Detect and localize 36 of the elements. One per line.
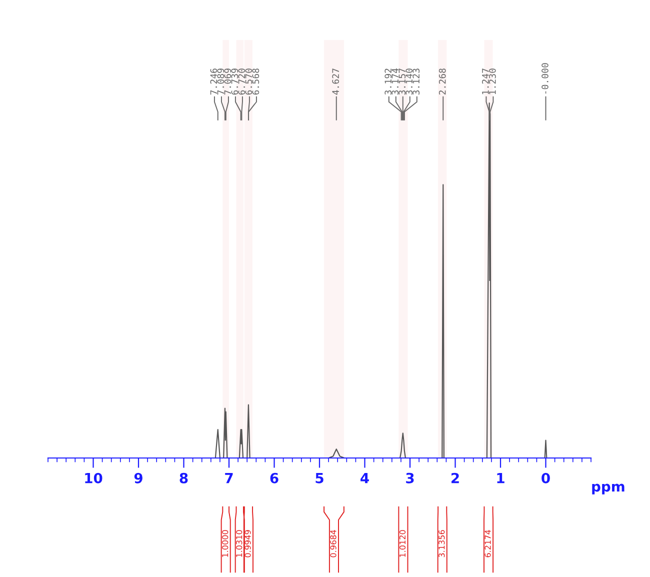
annotation: 7.246 [210, 68, 218, 95]
annotation: 6.570 [245, 68, 252, 95]
band-label: 0.9684 [330, 530, 336, 558]
x-tick-label: 10 [85, 472, 102, 484]
band-label: 0.9949 [244, 530, 251, 558]
band-label: 1.0000 [222, 530, 228, 557]
annotation: 7.069 [224, 68, 232, 95]
annotation: 4.627 [332, 68, 340, 95]
x-tick-label: 7 [225, 473, 233, 484]
annotation: 1.230 [489, 68, 496, 94]
band-label: 1.0310 [236, 530, 242, 557]
x-tick-label: 8 [180, 472, 188, 484]
x-tick-label: 6 [270, 472, 278, 484]
x-tick-label: 1 [497, 473, 504, 484]
annotation: 6.568 [252, 68, 260, 95]
annotation: 6.739 [231, 68, 238, 95]
annotation: 3.140 [406, 68, 413, 95]
annotation: 3.174 [392, 68, 399, 95]
x-tick-label: 3 [406, 472, 414, 484]
annotation: 6.720 [238, 68, 246, 95]
annotation: 3.157 [398, 68, 406, 95]
band-label: 1.0120 [399, 530, 406, 557]
x-tick-label: 0 [542, 472, 550, 484]
band-label: 6.2174 [484, 530, 491, 558]
x-tick-label: 5 [316, 473, 324, 484]
annotation: 2.268 [438, 68, 446, 95]
x-tick-label: 4 [360, 473, 369, 484]
annotation: -0.000 [542, 63, 548, 94]
annotation: 3.123 [412, 68, 420, 95]
x-tick-label: 9 [134, 472, 142, 484]
annotation: 7.089 [217, 68, 224, 95]
band-label: 3.1356 [438, 530, 445, 558]
annotation: 1.247 [482, 68, 489, 94]
x-tick-label: 2 [452, 472, 459, 484]
x-axis-title: ppm [592, 484, 624, 494]
annotation: 3.192 [384, 68, 392, 95]
